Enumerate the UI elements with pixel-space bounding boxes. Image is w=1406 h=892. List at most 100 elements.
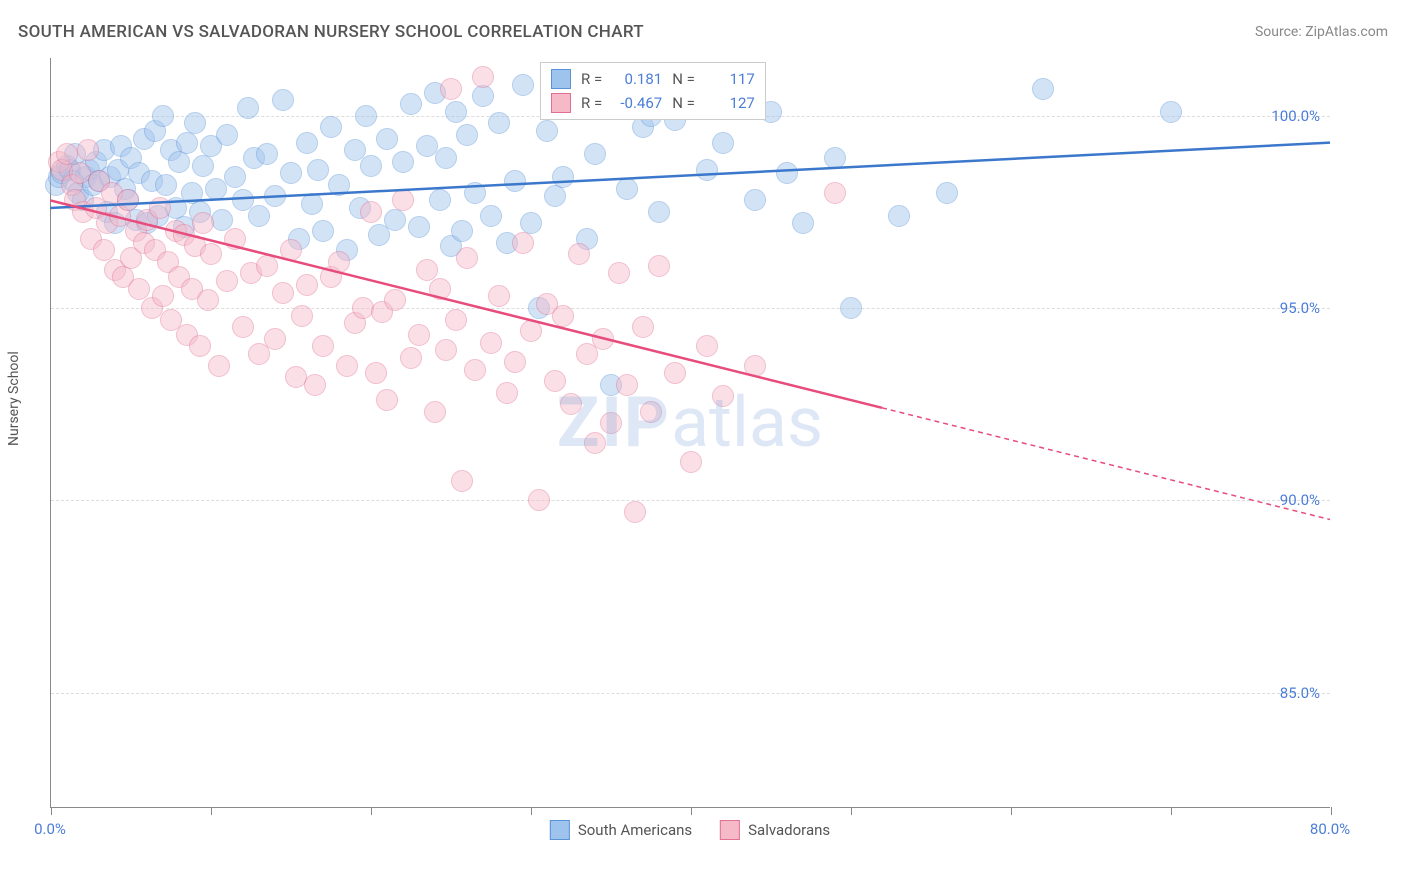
scatter-marker (528, 489, 550, 511)
scatter-marker (480, 332, 502, 354)
scatter-marker (472, 85, 494, 107)
scatter-marker (117, 189, 139, 211)
scatter-marker (128, 278, 150, 300)
legend-stats-box: R = 0.181 N = 117 R = -0.467 N = 127 (540, 62, 766, 120)
scatter-marker (400, 93, 422, 115)
scatter-marker (664, 362, 686, 384)
scatter-marker (232, 316, 254, 338)
chart-source: Source: ZipAtlas.com (1255, 24, 1388, 40)
scatter-marker (360, 155, 382, 177)
stat-r-label: R = (581, 91, 602, 115)
scatter-marker (592, 328, 614, 350)
scatter-marker (544, 370, 566, 392)
scatter-marker (488, 285, 510, 307)
scatter-marker (272, 282, 294, 304)
scatter-marker (152, 105, 174, 127)
chart-header: SOUTH AMERICAN VS SALVADORAN NURSERY SCH… (18, 22, 1388, 42)
scatter-marker (216, 124, 238, 146)
x-tick (51, 807, 52, 815)
scatter-marker (435, 339, 457, 361)
x-tick (1171, 807, 1172, 815)
x-tick (371, 807, 372, 815)
scatter-marker (696, 159, 718, 181)
scatter-marker (456, 124, 478, 146)
scatter-marker (504, 351, 526, 373)
scatter-marker (640, 401, 662, 423)
x-start-label: 0.0% (34, 820, 66, 838)
scatter-marker (624, 501, 646, 523)
scatter-marker (616, 374, 638, 396)
scatter-marker (312, 220, 334, 242)
scatter-marker (304, 374, 326, 396)
scatter-marker (168, 151, 190, 173)
legend-swatch-1 (550, 820, 570, 840)
scatter-marker (224, 228, 246, 250)
scatter-marker (256, 255, 278, 277)
legend-stats-row-2: R = -0.467 N = 127 (551, 91, 755, 115)
y-axis-label: Nursery School (6, 351, 22, 446)
scatter-marker (451, 220, 473, 242)
gridline (51, 500, 1330, 501)
scatter-marker (888, 205, 910, 227)
scatter-marker (301, 193, 323, 215)
scatter-marker (360, 201, 382, 223)
scatter-marker (376, 389, 398, 411)
legend-label-2: Salvadorans (748, 821, 830, 839)
x-end-label: 80.0% (1310, 820, 1350, 838)
scatter-marker (776, 162, 798, 184)
x-tick (1331, 807, 1332, 815)
scatter-marker (392, 189, 414, 211)
scatter-marker (584, 432, 606, 454)
scatter-marker (376, 128, 398, 150)
x-tick (1011, 807, 1012, 815)
swatch-series-1 (551, 69, 571, 89)
scatter-marker (320, 116, 342, 138)
scatter-marker (312, 335, 334, 357)
y-tick-label: 90.0% (1280, 491, 1320, 509)
scatter-marker (512, 232, 534, 254)
chart-title: SOUTH AMERICAN VS SALVADORAN NURSERY SCH… (18, 22, 644, 42)
scatter-marker (744, 189, 766, 211)
scatter-marker (392, 151, 414, 173)
scatter-marker (384, 209, 406, 231)
plot-area: 100.0%95.0%90.0%85.0% (50, 58, 1330, 808)
scatter-marker (56, 143, 78, 165)
scatter-marker (445, 101, 467, 123)
scatter-marker (155, 174, 177, 196)
stat-n-value-1: 117 (705, 67, 755, 91)
scatter-marker (584, 143, 606, 165)
scatter-marker (600, 412, 622, 434)
scatter-marker (384, 289, 406, 311)
scatter-marker (616, 178, 638, 200)
x-tick (211, 807, 212, 815)
scatter-marker (264, 328, 286, 350)
scatter-marker (560, 393, 582, 415)
scatter-marker (416, 259, 438, 281)
scatter-marker (296, 274, 318, 296)
scatter-marker (504, 170, 526, 192)
scatter-marker (365, 362, 387, 384)
legend-item-1: South Americans (550, 820, 692, 840)
scatter-marker (435, 147, 457, 169)
scatter-marker (464, 182, 486, 204)
scatter-marker (608, 262, 630, 284)
scatter-marker (1032, 78, 1054, 100)
scatter-marker (840, 297, 862, 319)
scatter-marker (1160, 101, 1182, 123)
x-tick (691, 807, 692, 815)
scatter-marker (189, 335, 211, 357)
scatter-marker (296, 132, 318, 154)
scatter-marker (77, 139, 99, 161)
x-tick (531, 807, 532, 815)
scatter-marker (400, 347, 422, 369)
scatter-marker (307, 159, 329, 181)
scatter-marker (328, 174, 350, 196)
scatter-marker (424, 401, 446, 423)
scatter-marker (200, 243, 222, 265)
scatter-marker (440, 78, 462, 100)
x-tick (851, 807, 852, 815)
scatter-marker (264, 185, 286, 207)
scatter-marker (208, 355, 230, 377)
scatter-marker (224, 166, 246, 188)
scatter-marker (192, 155, 214, 177)
